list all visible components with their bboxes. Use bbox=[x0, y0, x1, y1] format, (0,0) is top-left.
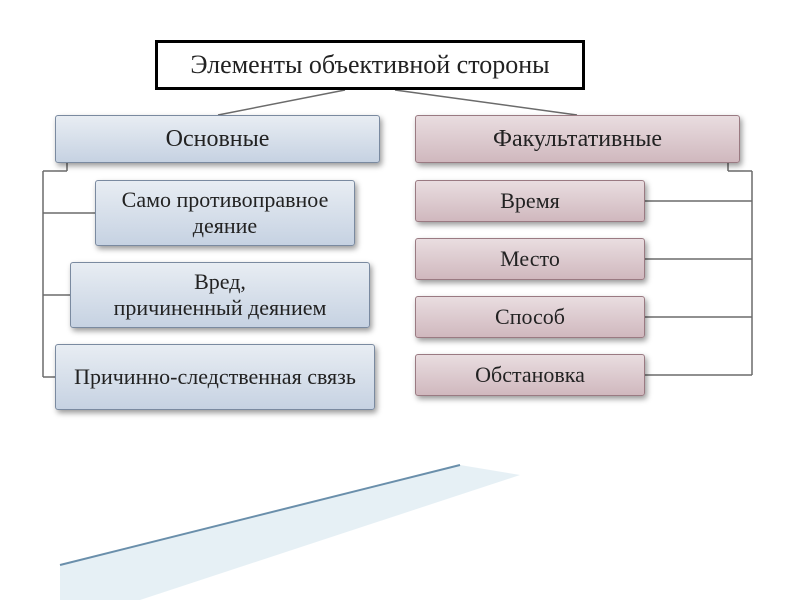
right-item-0-text: Время bbox=[500, 188, 559, 214]
right-header-text: Факультативные bbox=[493, 126, 662, 153]
left-item-1-text: Вред,причиненный деянием bbox=[114, 269, 327, 322]
left-header-text: Основные bbox=[166, 126, 270, 153]
diagram-title-text: Элементы объективной стороны bbox=[190, 50, 549, 80]
right-item-2: Способ bbox=[415, 296, 645, 338]
right-item-3: Обстановка bbox=[415, 354, 645, 396]
right-item-0: Время bbox=[415, 180, 645, 222]
right-item-1: Место bbox=[415, 238, 645, 280]
right-item-2-text: Способ bbox=[495, 304, 565, 330]
left-item-2-text: Причинно-следственная связь bbox=[74, 364, 356, 390]
right-header: Факультативные bbox=[415, 115, 740, 163]
left-item-0-text: Само противоправное деяние bbox=[102, 187, 348, 240]
right-item-1-text: Место bbox=[500, 246, 560, 272]
left-item-0: Само противоправное деяние bbox=[95, 180, 355, 246]
left-header: Основные bbox=[55, 115, 380, 163]
right-item-3-text: Обстановка bbox=[475, 362, 585, 388]
diagram-title: Элементы объективной стороны bbox=[155, 40, 585, 90]
left-item-1: Вред,причиненный деянием bbox=[70, 262, 370, 328]
left-item-2: Причинно-следственная связь bbox=[55, 344, 375, 410]
